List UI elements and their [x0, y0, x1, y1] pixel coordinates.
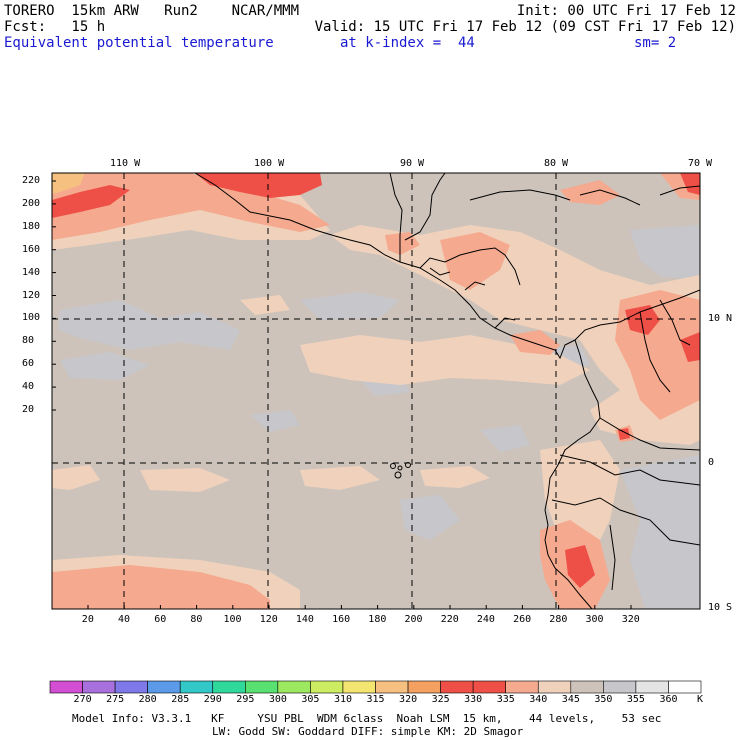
lat-label-10s: 10 S	[708, 602, 733, 613]
colorbar-swatch	[147, 680, 181, 694]
x-tick-label: 300	[585, 614, 604, 625]
colorbar-swatch	[570, 680, 604, 694]
colorbar-label: 280	[138, 694, 157, 705]
x-tick-label: 140	[295, 614, 314, 625]
header-forecast-hour: Fcst: 15 h	[4, 19, 106, 35]
axis-ticks	[52, 180, 632, 609]
x-tick-label: 240	[476, 614, 495, 625]
map-frame	[51, 172, 701, 610]
lat-label-0: 0	[708, 457, 715, 468]
lon-label-70w: 70 W	[688, 158, 713, 169]
colorbar-label: 315	[366, 694, 385, 705]
y-tick-label: 180	[22, 220, 41, 232]
colorbar-label: 270	[73, 694, 92, 705]
colorbar-swatch	[505, 680, 539, 694]
colorbar-swatch	[310, 680, 344, 694]
lon-label-80w: 80 W	[544, 158, 569, 169]
colorbar-label: 335	[496, 694, 515, 705]
graticule	[52, 173, 700, 609]
colorbar-swatch	[342, 680, 376, 694]
x-tick-label: 120	[259, 614, 278, 625]
x-tick-label: 100	[223, 614, 242, 625]
colorbar-label: 320	[399, 694, 418, 705]
y-tick-label: 200	[22, 197, 41, 209]
y-tick-label: 220	[22, 175, 41, 186]
colorbar-label: 305	[301, 694, 320, 705]
header-valid-time: Valid: 15 UTC Fri 17 Feb 12 (09 CST Fri …	[314, 19, 736, 35]
smoothing-info: sm= 2	[634, 35, 677, 51]
colorbar	[49, 680, 702, 694]
colorbar-swatch	[440, 680, 474, 694]
x-tick-label: 60	[154, 614, 167, 625]
colorbar-label: 330	[464, 694, 483, 705]
colorbar-label: 275	[106, 694, 125, 705]
colorbar-label: 285	[171, 694, 190, 705]
level-info: at k-index = 44	[340, 35, 475, 51]
y-tick-label: 60	[22, 358, 35, 370]
x-tick-label: 80	[190, 614, 203, 625]
footer-model-info: Model Info: V3.3.1 KF YSU PBL WDM 6class…	[72, 712, 662, 725]
x-tick-label: 200	[404, 614, 423, 625]
colorbar-swatch	[82, 680, 116, 694]
colorbar-label: 350	[594, 694, 613, 705]
colorbar-swatch	[407, 680, 441, 694]
colorbar-label: 295	[236, 694, 255, 705]
y-tick-label: 100	[22, 312, 41, 324]
colorbar-swatch	[179, 680, 214, 694]
colorbar-label: 290	[203, 694, 222, 705]
salmon-patches	[52, 173, 700, 609]
colorbar-swatch	[472, 680, 506, 694]
x-tick-label: 160	[332, 614, 351, 625]
red-patches	[52, 173, 700, 588]
y-tick-label: 80	[22, 335, 35, 347]
colorbar-swatch	[277, 680, 311, 694]
lon-label-100w: 100 W	[254, 158, 285, 169]
x-tick-label: 280	[549, 614, 568, 625]
footer-physics-info: LW: Godd SW: Goddard DIFF: simple KM: 2D…	[212, 725, 524, 738]
lon-label-90w: 90 W	[400, 158, 425, 169]
x-tick-label: 40	[118, 614, 131, 625]
field-name: Equivalent potential temperature	[4, 35, 274, 51]
colorbar-label: 300	[268, 694, 287, 705]
colorbar-swatch	[375, 680, 409, 694]
colorbar-label: 360	[659, 694, 678, 705]
colorbar-label: 310	[333, 694, 352, 705]
colorbar-swatch	[603, 680, 637, 694]
x-tick-label: 220	[440, 614, 459, 625]
y-tick-label: 120	[22, 289, 41, 301]
colorbar-swatch	[245, 680, 279, 694]
coastlines	[194, 173, 700, 609]
colorbar-swatch	[537, 680, 572, 694]
field-shading	[52, 173, 700, 609]
colorbar-unit: K	[697, 694, 704, 705]
y-tick-label: 140	[22, 266, 41, 278]
lat-label-10n: 10 N	[708, 313, 733, 324]
colorbar-label: 340	[529, 694, 548, 705]
colorbar-label: 345	[561, 694, 580, 705]
x-tick-label: 320	[621, 614, 640, 625]
colorbar-swatch	[668, 680, 702, 694]
colorbar-swatch	[114, 680, 148, 694]
header-title: TORERO 15km ARW Run2 NCAR/MMM	[4, 3, 300, 19]
header-init-time: Init: 00 UTC Fri 17 Feb 12	[516, 3, 736, 19]
y-tick-label: 40	[22, 381, 35, 393]
orange-patches	[52, 173, 85, 194]
colorbar-label: 355	[626, 694, 645, 705]
colorbar-swatch	[212, 680, 246, 694]
y-tick-label: 20	[22, 404, 35, 415]
y-tick-label: 160	[22, 243, 41, 255]
x-tick-label: 260	[513, 614, 532, 625]
colorbar-swatch	[635, 680, 669, 694]
colorbar-label: 325	[431, 694, 450, 705]
colorbar-swatch	[49, 680, 83, 694]
x-tick-label: 20	[81, 614, 94, 625]
x-tick-label: 180	[368, 614, 387, 625]
lon-label-110w: 110 W	[110, 158, 141, 169]
